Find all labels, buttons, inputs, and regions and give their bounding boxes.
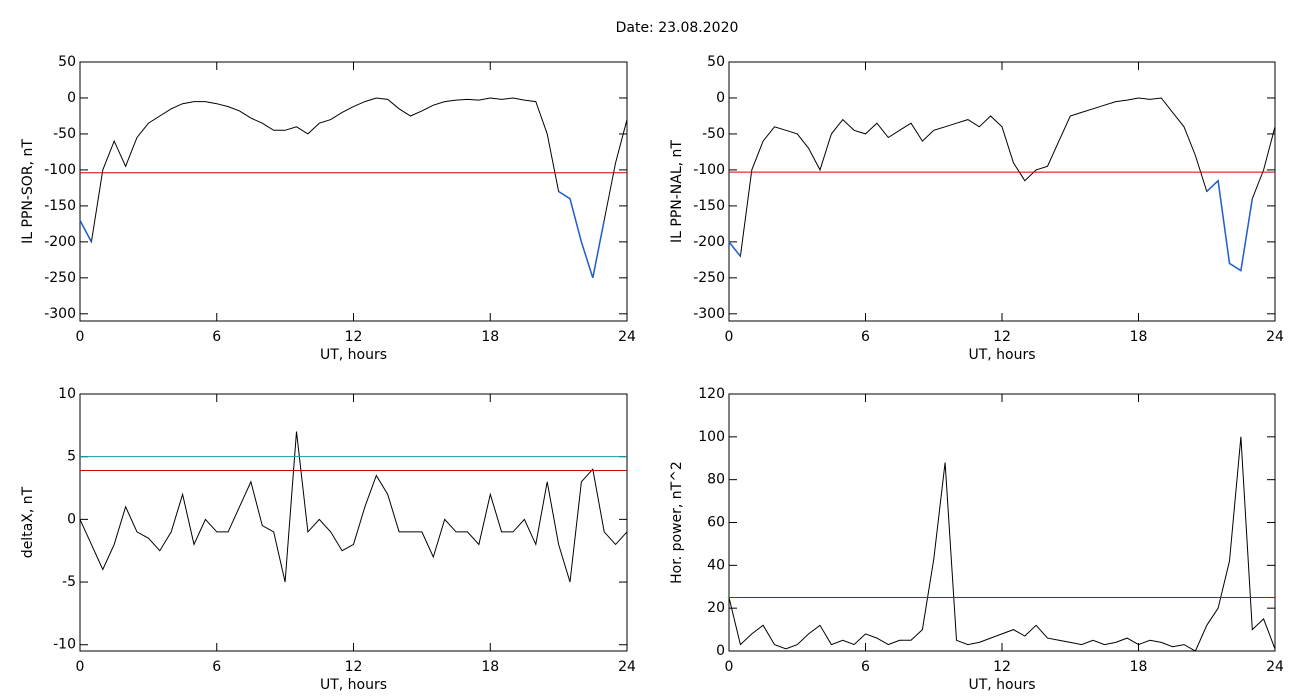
- x-tick-label: 0: [76, 329, 85, 345]
- x-tick-label: 18: [1130, 659, 1148, 675]
- plot-frame: [79, 393, 628, 652]
- y-tick-label: 0: [67, 511, 76, 527]
- y-tick-label: 0: [67, 90, 76, 106]
- y-tick-label: -250: [44, 270, 76, 286]
- x-tick-label: 12: [993, 659, 1011, 675]
- y-tick-label: 40: [707, 557, 725, 573]
- y-axis-label: IL PPN-SOR, nT: [20, 139, 36, 244]
- data-line: [728, 436, 1276, 652]
- x-tick-label: 24: [1266, 329, 1284, 345]
- y-axis-label: IL PPN-NAL, nT: [669, 140, 685, 243]
- x-tick-label: 18: [1130, 329, 1148, 345]
- y-tick-label: 60: [707, 515, 725, 531]
- y-axis-label: deltaX, nT: [20, 486, 36, 558]
- y-tick-label: -200: [693, 234, 725, 250]
- figure-title: Date: 23.08.2020: [616, 20, 739, 36]
- x-tick-label: 24: [618, 329, 636, 345]
- y-tick-label: 100: [698, 429, 725, 445]
- below-threshold-line: [79, 219, 93, 243]
- x-tick-label: 0: [76, 659, 85, 675]
- x-tick-label: 0: [725, 329, 734, 345]
- below-threshold-line: [728, 241, 741, 257]
- y-tick-label: -5: [62, 574, 76, 590]
- y-tick-label: -50: [53, 126, 76, 142]
- y-tick-label: 0: [716, 90, 725, 106]
- plot-frame: [728, 61, 1276, 322]
- y-tick-label: -100: [44, 162, 76, 178]
- x-tick-label: 12: [345, 659, 363, 675]
- data-line: [79, 431, 628, 583]
- x-tick-label: 6: [212, 659, 221, 675]
- data-line: [79, 97, 628, 278]
- plot-frame: [728, 393, 1276, 652]
- y-tick-label: 20: [707, 600, 725, 616]
- y-tick-label: -250: [693, 270, 725, 286]
- x-tick-label: 24: [618, 659, 636, 675]
- y-tick-label: -50: [702, 126, 725, 142]
- x-axis-label: UT, hours: [968, 677, 1035, 693]
- x-tick-label: 24: [1266, 659, 1284, 675]
- x-tick-label: 6: [861, 329, 870, 345]
- x-tick-label: 12: [345, 329, 363, 345]
- x-axis-label: UT, hours: [968, 347, 1035, 363]
- below-threshold-line: [558, 190, 605, 279]
- y-tick-label: -10: [53, 637, 76, 653]
- y-tick-label: -150: [693, 198, 725, 214]
- y-tick-label: -100: [693, 162, 725, 178]
- y-tick-label: 50: [707, 54, 725, 70]
- x-axis-label: UT, hours: [320, 677, 387, 693]
- y-tick-label: 120: [698, 386, 725, 402]
- y-tick-label: 5: [67, 449, 76, 465]
- below-threshold-line: [1206, 179, 1254, 272]
- x-tick-label: 18: [481, 659, 499, 675]
- y-tick-label: -150: [44, 198, 76, 214]
- plot-frame: [79, 61, 628, 322]
- y-tick-label: -300: [693, 306, 725, 322]
- y-tick-label: 50: [58, 54, 76, 70]
- y-tick-label: -200: [44, 234, 76, 250]
- x-tick-label: 12: [993, 329, 1011, 345]
- y-tick-label: 80: [707, 472, 725, 488]
- y-tick-label: 10: [58, 386, 76, 402]
- x-tick-label: 6: [861, 659, 870, 675]
- y-axis-label: Hor. power, nT^2: [669, 461, 685, 584]
- y-tick-label: -300: [44, 306, 76, 322]
- y-tick-label: 0: [716, 643, 725, 659]
- x-tick-label: 6: [212, 329, 221, 345]
- x-axis-label: UT, hours: [320, 347, 387, 363]
- x-tick-label: 0: [725, 659, 734, 675]
- x-tick-label: 18: [481, 329, 499, 345]
- data-line: [728, 97, 1276, 272]
